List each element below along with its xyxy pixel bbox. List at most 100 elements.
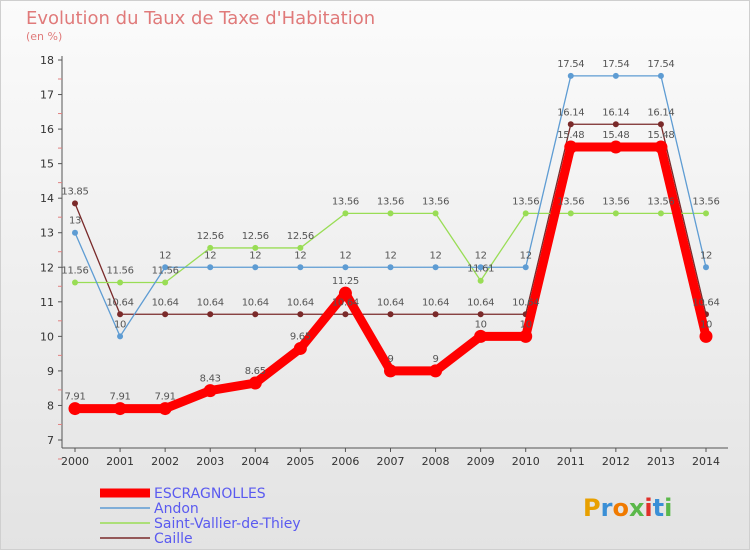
data-label: 10.64: [377, 297, 404, 308]
y-tick-label: 17: [40, 89, 54, 102]
data-label: 7.91: [155, 392, 176, 403]
x-tick-label: 2008: [422, 455, 450, 468]
data-point: [657, 121, 664, 128]
data-point: [384, 364, 397, 378]
legend-label: Saint-Vallier-de-Thiey: [154, 516, 301, 532]
data-point: [203, 384, 217, 398]
data-point: [567, 210, 574, 217]
data-point: [342, 264, 349, 271]
data-point: [477, 264, 484, 271]
data-point: [162, 264, 169, 271]
data-labels: 7.91 7.91 7.91 8.43 8.65 9.65 11.25 9 9 10 10 15.48…: [61, 59, 719, 403]
y-tick-label: 12: [40, 261, 54, 274]
data-point: [113, 402, 127, 416]
data-label: 10.64: [467, 297, 494, 308]
x-tick-label: 2012: [602, 455, 630, 468]
data-point: [117, 279, 124, 286]
data-point: [252, 264, 259, 271]
data-point: [703, 264, 709, 271]
data-label: 12: [339, 250, 351, 261]
data-point: [297, 311, 304, 318]
data-label: 10.64: [107, 297, 134, 308]
data-label: 10.64: [197, 297, 224, 308]
data-label: 12: [159, 250, 171, 261]
data-label: 15.48: [557, 130, 584, 141]
data-point: [654, 140, 668, 154]
data-label: 10: [114, 319, 126, 330]
x-tick-label: 2014: [692, 455, 720, 468]
legend-label: ESCRAGNOLLES: [154, 486, 266, 502]
data-label: 7.91: [110, 392, 131, 403]
data-label: 9: [433, 354, 439, 365]
data-label: 15.48: [602, 130, 629, 141]
x-tick-label: 2002: [151, 455, 179, 468]
data-point: [252, 311, 259, 318]
data-point: [699, 329, 713, 343]
data-label: 13.56: [332, 196, 359, 207]
data-point: [162, 279, 169, 286]
data-point: [432, 210, 439, 217]
data-label: 15.48: [647, 130, 674, 141]
series-line: [74, 123, 707, 315]
data-point: [72, 229, 78, 236]
data-label: 12: [249, 250, 261, 261]
data-label: 17.54: [647, 59, 674, 70]
data-point: [474, 329, 488, 343]
x-tick-label: 2004: [241, 455, 269, 468]
data-point: [522, 210, 529, 217]
data-label: 12: [520, 250, 532, 261]
data-point: [72, 200, 78, 207]
data-label: 13.56: [647, 196, 674, 207]
y-tick-label: 11: [40, 296, 54, 309]
data-label: 8.65: [245, 366, 266, 377]
data-point: [612, 121, 619, 128]
data-label: 12.56: [197, 231, 224, 242]
data-point: [117, 311, 124, 318]
data-point: [567, 121, 574, 128]
data-label: 13.56: [557, 196, 584, 207]
data-label: 10.64: [152, 297, 179, 308]
y-tick-label: 10: [40, 330, 54, 343]
x-tick-label: 2010: [512, 455, 540, 468]
data-label: 17.54: [557, 59, 584, 70]
data-label: 10.64: [692, 297, 719, 308]
axes: 7 8 9 10 11 12 13 14 15 16 17 18 2000 2001 2002 2003 200…: [40, 54, 728, 468]
data-label: 13.56: [692, 196, 719, 207]
data-point: [657, 210, 664, 217]
data-point: [519, 329, 533, 343]
series-andon: [72, 72, 709, 340]
data-point: [609, 140, 623, 154]
data-label: 13: [69, 216, 81, 227]
series-layer: [68, 72, 713, 416]
data-point: [342, 210, 349, 217]
data-label: 11.56: [61, 265, 88, 276]
x-tick-label: 2000: [61, 455, 89, 468]
data-point: [158, 402, 172, 416]
data-point: [477, 277, 484, 284]
data-point: [432, 264, 439, 271]
data-label: 13.56: [422, 196, 449, 207]
data-point: [342, 311, 349, 318]
y-tick-label: 16: [40, 123, 54, 136]
data-point: [477, 311, 484, 318]
data-label: 11.56: [107, 265, 134, 276]
y-tick-label: 14: [40, 192, 54, 205]
data-label: 17.54: [602, 59, 629, 70]
data-point: [117, 333, 124, 340]
data-label: 11.61: [467, 264, 494, 275]
data-label: 10.64: [287, 297, 314, 308]
data-point: [432, 311, 439, 318]
data-point: [248, 376, 262, 390]
data-label: 10: [475, 319, 487, 330]
data-label: 7.91: [64, 392, 85, 403]
series-saint-vallier-de-thiey: [72, 210, 709, 286]
data-point: [297, 264, 304, 271]
data-label: 12.56: [287, 231, 314, 242]
data-point: [564, 140, 578, 154]
data-point: [612, 210, 619, 217]
data-label: 9: [387, 354, 393, 365]
y-tick-label: 7: [47, 434, 54, 447]
chart-title: Evolution du Taux de Taxe d'Habitation: [26, 8, 375, 29]
y-tick-label: 15: [40, 158, 54, 171]
y-tick-label: 9: [47, 365, 54, 378]
